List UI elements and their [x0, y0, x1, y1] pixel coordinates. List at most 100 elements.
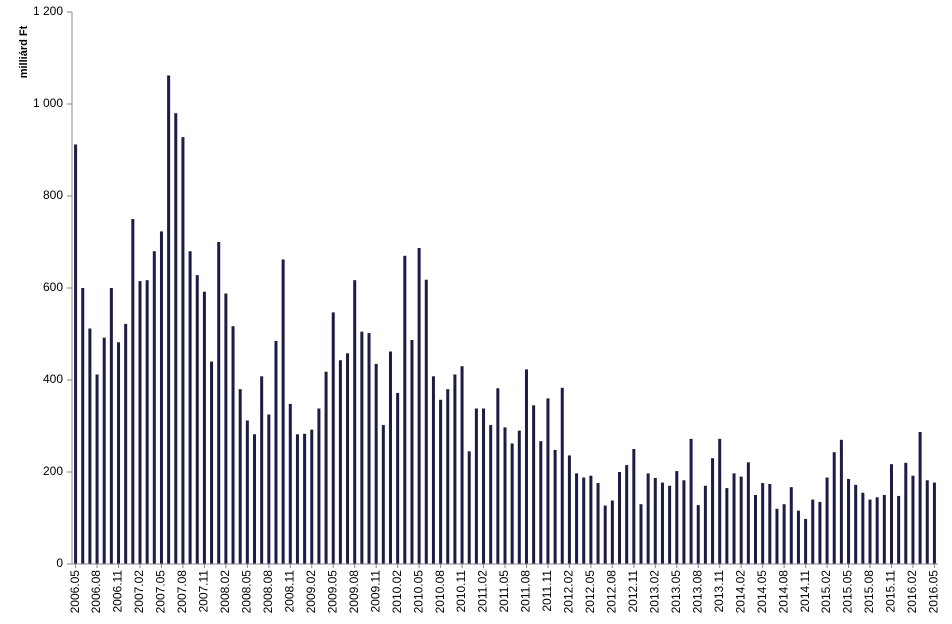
bar [109, 288, 113, 564]
x-tick-label: 2013.05 [669, 570, 683, 614]
x-tick-label: 2006.08 [89, 570, 103, 614]
bar [260, 376, 264, 564]
x-tick-label: 2013.08 [690, 570, 704, 614]
x-tick-label: 2016.05 [927, 570, 941, 614]
bar [467, 451, 471, 564]
x-tick-label: 2012.11 [626, 570, 640, 613]
bar [718, 438, 722, 564]
bar [703, 485, 707, 564]
bar [753, 495, 757, 564]
bar [882, 495, 886, 564]
bar [388, 351, 392, 564]
x-tick-label: 2008.11 [282, 570, 296, 613]
x-tick-label: 2015.08 [862, 570, 876, 614]
bar [632, 449, 636, 564]
bar [453, 374, 457, 564]
bar [524, 369, 528, 564]
bar [782, 504, 786, 564]
bar [818, 501, 822, 564]
bar [417, 247, 421, 565]
x-tick-label: 2010.11 [454, 570, 468, 613]
x-tick-label: 2011.05 [497, 570, 511, 613]
bar [138, 281, 142, 564]
x-tick-label: 2008.02 [218, 570, 232, 614]
x-tick-label: 2007.05 [154, 570, 168, 614]
y-tick-label: 1 200 [33, 4, 63, 18]
bar [188, 251, 192, 564]
bar [796, 510, 800, 564]
x-tick-label: 2015.02 [819, 570, 833, 614]
bar [897, 495, 901, 564]
bar [582, 477, 586, 564]
bar [396, 392, 400, 564]
bar [804, 518, 808, 564]
bar [353, 280, 357, 564]
x-tick-label: 2007.11 [197, 570, 211, 613]
bar [446, 389, 450, 564]
bar [159, 231, 163, 565]
bar [696, 505, 700, 564]
x-axis: 2006.05 2006.08 2006.11 2007.02 2007.05 2007.… [68, 563, 941, 614]
bar [675, 471, 679, 564]
bar [925, 480, 929, 564]
x-tick-label: 2012.05 [583, 570, 597, 614]
bar [768, 483, 772, 564]
y-axis: 0 200 400 600 800 1 000 1 200 [33, 4, 73, 570]
x-tick-label: 2011.02 [476, 570, 490, 613]
bar [811, 499, 815, 564]
x-tick-label: 2007.08 [175, 570, 189, 614]
bar [181, 137, 185, 564]
y-tick-label: 1 000 [33, 96, 63, 110]
x-tick-label: 2013.02 [647, 570, 661, 614]
bar [875, 497, 879, 564]
bar [217, 242, 221, 564]
bar [74, 144, 78, 565]
bar [668, 485, 672, 564]
bar [152, 251, 156, 564]
bars [74, 75, 936, 565]
bar [496, 388, 500, 564]
bar [117, 342, 121, 564]
bar [746, 462, 750, 564]
bar [861, 492, 865, 564]
bar [374, 363, 378, 564]
bar [868, 499, 872, 564]
bar [303, 433, 307, 564]
x-tick-label: 2016.02 [905, 570, 919, 614]
bar [102, 337, 106, 564]
bar [510, 443, 514, 564]
x-tick-label: 2009.05 [325, 570, 339, 614]
bar [725, 488, 729, 564]
bar [532, 405, 536, 564]
bar [596, 483, 600, 564]
bar [474, 408, 478, 564]
bar [381, 425, 385, 564]
bar [789, 487, 793, 564]
x-tick-label: 2006.11 [111, 570, 125, 613]
x-tick-label: 2008.08 [261, 570, 275, 614]
bar [482, 408, 486, 564]
bar [202, 291, 206, 564]
bar [546, 398, 550, 564]
x-tick-label: 2014.02 [733, 570, 747, 614]
bar [539, 441, 543, 564]
bar [95, 374, 99, 564]
bar [689, 438, 693, 564]
bar [775, 508, 779, 564]
bar [825, 477, 829, 564]
bar [839, 439, 843, 564]
bar [331, 312, 335, 564]
x-tick-label: 2014.08 [776, 570, 790, 614]
bar [224, 293, 228, 564]
bar [517, 430, 521, 564]
bar [195, 275, 199, 564]
bar [281, 259, 285, 564]
bar [610, 500, 614, 564]
bar [167, 75, 171, 564]
bar [618, 472, 622, 564]
bar [310, 429, 314, 564]
bar [360, 331, 364, 564]
bar [324, 371, 328, 564]
bar [575, 473, 579, 564]
